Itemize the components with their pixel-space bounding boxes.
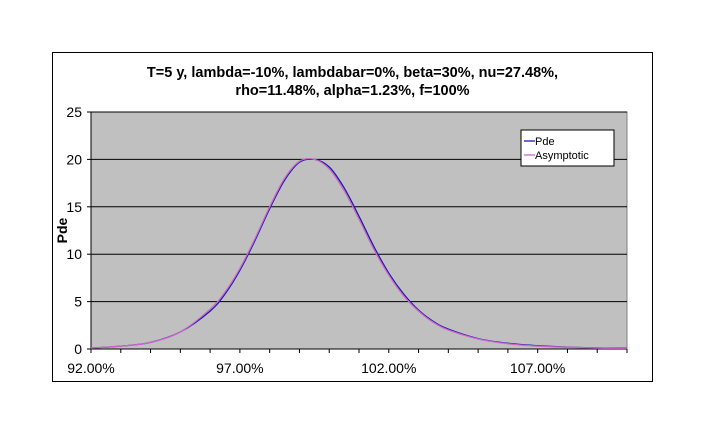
y-tick-label: 15 — [66, 199, 82, 215]
y-tick-label: 25 — [66, 104, 82, 120]
x-tick-label: 107.00% — [510, 360, 565, 376]
y-tick-label: 20 — [66, 151, 82, 167]
legend-label: Asymptotic — [535, 150, 589, 162]
chart-title-line-1: T=5 y, lambda=-10%, lambdabar=0%, beta=3… — [146, 65, 559, 81]
x-tick-label: 102.00% — [361, 360, 416, 376]
y-tick-label: 0 — [74, 341, 82, 357]
chart-title-line-2: rho=11.48%, alpha=1.23%, f=100% — [235, 83, 470, 99]
x-tick-label: 92.00% — [67, 360, 114, 376]
legend-label: Pde — [535, 136, 555, 148]
y-axis-title: Pde — [54, 217, 70, 243]
y-tick-label: 5 — [74, 294, 82, 310]
chart-title: T=5 y, lambda=-10%, lambdabar=0%, beta=3… — [52, 64, 653, 100]
legend-box — [520, 129, 615, 167]
x-tick-label: 97.00% — [216, 360, 263, 376]
y-tick-label: 10 — [66, 246, 82, 262]
series-line-asymptotic — [90, 157, 628, 349]
